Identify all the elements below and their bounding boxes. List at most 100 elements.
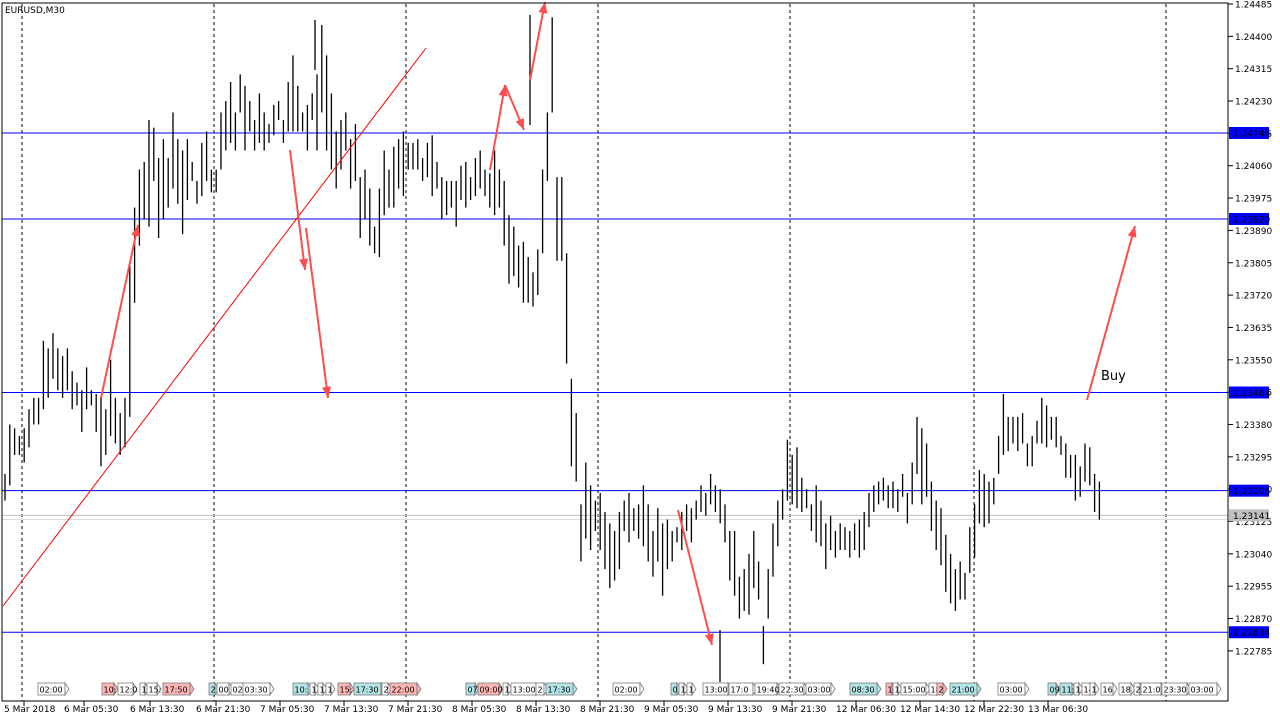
event-marker-label: 10: bbox=[104, 686, 117, 695]
event-marker[interactable]: 17:30 bbox=[353, 681, 386, 697]
event-marker[interactable]: 11: bbox=[1059, 681, 1077, 697]
price-tick-label: 1.23380 bbox=[1235, 421, 1272, 431]
event-marker[interactable]: 1 bbox=[892, 681, 903, 697]
event-marker-label: 22:30 bbox=[781, 686, 804, 695]
event-marker[interactable]: 15: bbox=[146, 681, 162, 697]
price-axis[interactable]: 1.244851.244001.243151.242301.241451.240… bbox=[1228, 0, 1280, 720]
event-marker[interactable]: 03:30 bbox=[242, 681, 275, 697]
event-marker-label: 18 bbox=[1121, 686, 1131, 695]
event-marker[interactable]: 10: bbox=[292, 681, 313, 697]
event-marker[interactable]: 09 bbox=[1047, 681, 1061, 697]
event-marker[interactable]: 07 bbox=[465, 681, 480, 697]
event-marker[interactable]: 21:0 bbox=[1140, 681, 1166, 697]
event-marker-pointer bbox=[1078, 681, 1084, 697]
drawings[interactable] bbox=[2, 47, 427, 607]
price-level-tag[interactable]: 1.22834 bbox=[1229, 626, 1270, 639]
event-marker[interactable]: 1 bbox=[686, 681, 697, 697]
price-tick-label: 1.24485 bbox=[1235, 1, 1272, 11]
event-marker[interactable]: 2 bbox=[936, 681, 948, 697]
event-marker[interactable]: 17:30 bbox=[545, 681, 578, 697]
price-level-tag[interactable]: 1.23920 bbox=[1229, 212, 1270, 226]
event-marker-label: 03:00 bbox=[1000, 686, 1023, 695]
event-marker[interactable]: 1 bbox=[317, 681, 328, 697]
price-level-tag[interactable]: 1.23464 bbox=[1229, 386, 1270, 400]
price-tag-background bbox=[1229, 212, 1269, 225]
price-tag-label: 1.23464 bbox=[1233, 389, 1270, 399]
event-marker[interactable]: 21:00 bbox=[949, 681, 982, 697]
price-tick-label: 1.22785 bbox=[1235, 647, 1272, 657]
event-marker-label: 2 bbox=[211, 686, 216, 695]
arrow-head bbox=[299, 258, 309, 270]
price-level-tag[interactable]: 1.23206 bbox=[1229, 484, 1270, 498]
time-tick-label: 8 Mar 05:30 bbox=[452, 705, 507, 715]
event-marker[interactable]: 12:0 bbox=[117, 681, 138, 697]
price-level-tag[interactable]: 1.23141 bbox=[1229, 509, 1270, 522]
arrow[interactable] bbox=[100, 224, 141, 399]
price-tag-background bbox=[1229, 484, 1269, 497]
event-marker[interactable]: 17:50 bbox=[162, 681, 195, 697]
event-marker-label: 17:0 bbox=[731, 686, 749, 695]
event-marker[interactable]: 02:00 bbox=[612, 681, 645, 697]
event-marker[interactable]: 23:30 bbox=[1161, 681, 1192, 697]
event-marker[interactable]: 08:30 bbox=[849, 681, 882, 697]
arrows[interactable] bbox=[100, 1, 1137, 646]
price-tick-label: 1.23635 bbox=[1235, 324, 1272, 334]
trendline[interactable] bbox=[2, 47, 427, 607]
event-marker-label: 09 bbox=[1050, 686, 1060, 695]
event-marker[interactable]: 13:00 bbox=[702, 681, 733, 697]
buy-annotation: Buy bbox=[1101, 369, 1126, 384]
event-markers[interactable]: 02:00 10: 12:0 1 15: 17:50 2 00 02 03:30 10: 1 1 1 15:… bbox=[37, 681, 1222, 697]
event-marker-label: 15: bbox=[340, 686, 353, 695]
event-marker[interactable]: 1 bbox=[502, 681, 513, 697]
arrow[interactable] bbox=[1086, 225, 1137, 401]
arrow[interactable] bbox=[529, 1, 548, 81]
event-marker[interactable]: 16 bbox=[1100, 681, 1118, 697]
event-marker-pointer bbox=[1055, 681, 1061, 697]
event-marker[interactable]: 15:00 bbox=[900, 681, 931, 697]
event-marker[interactable]: 1 bbox=[309, 681, 320, 697]
event-marker[interactable]: 18 bbox=[1118, 681, 1136, 697]
event-marker[interactable]: 1 bbox=[678, 681, 689, 697]
event-marker[interactable]: 09:00 bbox=[477, 681, 504, 697]
arrow-head bbox=[538, 2, 548, 14]
event-marker-label: 17:50 bbox=[165, 686, 188, 695]
event-marker-label: 1 bbox=[895, 686, 900, 695]
event-marker[interactable]: 1 bbox=[1073, 681, 1084, 697]
arrow[interactable] bbox=[504, 84, 525, 131]
event-marker[interactable]: 03:00 bbox=[997, 681, 1030, 697]
horizontal-levels[interactable] bbox=[2, 132, 1228, 633]
price-tick-label: 1.23040 bbox=[1235, 550, 1272, 560]
time-tick-label: 6 Mar 13:30 bbox=[130, 705, 185, 715]
event-marker[interactable]: 19:40 bbox=[754, 681, 782, 697]
arrow[interactable] bbox=[289, 149, 309, 271]
event-marker[interactable]: 1 bbox=[1089, 681, 1100, 697]
event-marker-label: 1 bbox=[142, 686, 147, 695]
arrow-shaft bbox=[1086, 225, 1136, 401]
event-marker[interactable]: 03:00 bbox=[1188, 681, 1222, 697]
arrow[interactable] bbox=[677, 509, 714, 646]
event-marker-label: 02 bbox=[233, 686, 243, 695]
arrow-shaft bbox=[289, 149, 306, 271]
event-marker[interactable]: 1 bbox=[325, 681, 336, 697]
event-marker[interactable]: 22:00 bbox=[389, 681, 422, 697]
event-marker[interactable]: 22:30 bbox=[778, 681, 809, 697]
price-level-tag[interactable]: 1.24146 bbox=[1229, 126, 1270, 140]
time-tick-label: 7 Mar 05:30 bbox=[260, 705, 315, 715]
event-marker-label: 17:30 bbox=[548, 686, 571, 695]
time-tick-label: 7 Mar 13:30 bbox=[324, 705, 379, 715]
event-marker-pointer bbox=[1024, 681, 1030, 697]
event-marker-pointer bbox=[1094, 681, 1100, 697]
event-marker[interactable]: 02:00 bbox=[37, 681, 70, 697]
arrow[interactable] bbox=[305, 227, 332, 399]
event-marker[interactable]: 03:00 bbox=[805, 681, 836, 697]
event-marker[interactable]: 17:0 bbox=[728, 681, 758, 697]
event-marker-pointer bbox=[1112, 681, 1118, 697]
event-marker[interactable]: 10: bbox=[101, 681, 119, 697]
price-tag-label: 1.22834 bbox=[1233, 629, 1270, 639]
event-marker[interactable]: 15: bbox=[337, 681, 355, 697]
arrow-shaft bbox=[529, 1, 546, 81]
event-marker-pointer bbox=[498, 681, 504, 697]
time-axis[interactable]: 5 Mar 2018 6 Mar 05:30 6 Mar 13:30 6 Mar 21… bbox=[4, 701, 1088, 715]
